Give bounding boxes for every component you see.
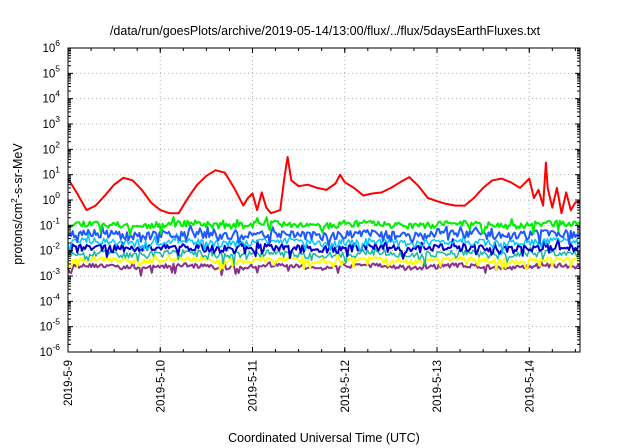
y-tick-base: 10 xyxy=(42,119,55,131)
y-tick-exponent: -2 xyxy=(52,241,60,251)
series-line xyxy=(67,216,581,237)
y-tick-base: 10 xyxy=(42,43,55,55)
x-tick-label: 2019-5-12 xyxy=(340,360,352,412)
y-tick-exponent: 5 xyxy=(55,63,60,73)
series-line xyxy=(67,232,581,254)
y-tick-base: 10 xyxy=(40,271,53,283)
y-tick-label: 10-1 xyxy=(40,215,61,232)
y-tick-label: 10-3 xyxy=(40,266,61,283)
y-tick-base: 10 xyxy=(40,296,53,308)
y-axis-label-sup: 2 xyxy=(9,198,19,203)
x-tick-label: 2019-5-10 xyxy=(155,360,167,412)
x-tick-label: 2019-5-13 xyxy=(432,360,444,412)
series-line xyxy=(67,224,581,247)
y-tick-base: 10 xyxy=(42,94,55,106)
y-tick-label: 101 xyxy=(42,165,60,182)
series-line xyxy=(67,260,581,277)
y-tick-exponent: 1 xyxy=(55,165,60,175)
y-tick-exponent: 0 xyxy=(55,190,60,200)
y-tick-label: 100 xyxy=(42,190,60,207)
y-tick-label: 10-4 xyxy=(40,291,61,308)
y-tick-label: 10-6 xyxy=(40,342,61,359)
y-axis-ticks: 10610510410310210110010-110-210-310-410-… xyxy=(40,38,580,359)
y-tick-exponent: -3 xyxy=(52,266,60,276)
y-tick-base: 10 xyxy=(40,246,53,258)
x-tick-label: 2019-5-14 xyxy=(524,359,536,412)
y-tick-base: 10 xyxy=(42,68,55,80)
y-tick-label: 103 xyxy=(42,114,60,131)
y-tick-exponent: 6 xyxy=(55,38,60,48)
y-tick-exponent: -1 xyxy=(52,215,60,225)
y-tick-base: 10 xyxy=(40,220,53,232)
y-tick-label: 106 xyxy=(42,38,60,55)
y-axis-label-post: -s-sr-MeV xyxy=(11,143,25,199)
series-line xyxy=(67,156,581,215)
y-tick-exponent: 4 xyxy=(55,89,60,99)
y-tick-label: 104 xyxy=(42,89,60,106)
y-tick-exponent: 3 xyxy=(55,114,60,124)
y-tick-exponent: -4 xyxy=(52,291,60,301)
y-tick-label: 10-2 xyxy=(40,241,61,258)
y-tick-label: 105 xyxy=(42,63,60,80)
y-axis-label-pre: protons/cm xyxy=(11,203,25,265)
y-tick-exponent: -6 xyxy=(52,342,60,352)
x-tick-label: 2019-5-9 xyxy=(63,360,75,406)
y-tick-exponent: 2 xyxy=(55,139,60,149)
chart-title: /data/run/goesPlots/archive/2019-05-14/1… xyxy=(110,24,541,38)
series-line xyxy=(67,252,580,272)
y-axis-label: protons/cm2-s-sr-MeV xyxy=(9,143,25,265)
x-tick-label: 2019-5-11 xyxy=(248,360,260,412)
y-tick-exponent: -5 xyxy=(52,317,60,327)
y-tick-base: 10 xyxy=(42,144,55,156)
data-series xyxy=(67,156,581,277)
series-line xyxy=(67,246,581,266)
grid-lines xyxy=(68,48,580,352)
y-tick-label: 102 xyxy=(42,139,60,156)
x-axis-label: Coordinated Universal Time (UTC) xyxy=(228,431,420,445)
x-axis-ticks: 2019-5-9 2019-5-10 2019-5-11 2019-5-12 2019-… xyxy=(63,48,576,412)
y-tick-label: 10-5 xyxy=(40,317,61,334)
y-tick-base: 10 xyxy=(40,347,53,359)
y-tick-base: 10 xyxy=(42,195,55,207)
y-tick-base: 10 xyxy=(40,322,53,334)
y-tick-base: 10 xyxy=(42,170,55,182)
